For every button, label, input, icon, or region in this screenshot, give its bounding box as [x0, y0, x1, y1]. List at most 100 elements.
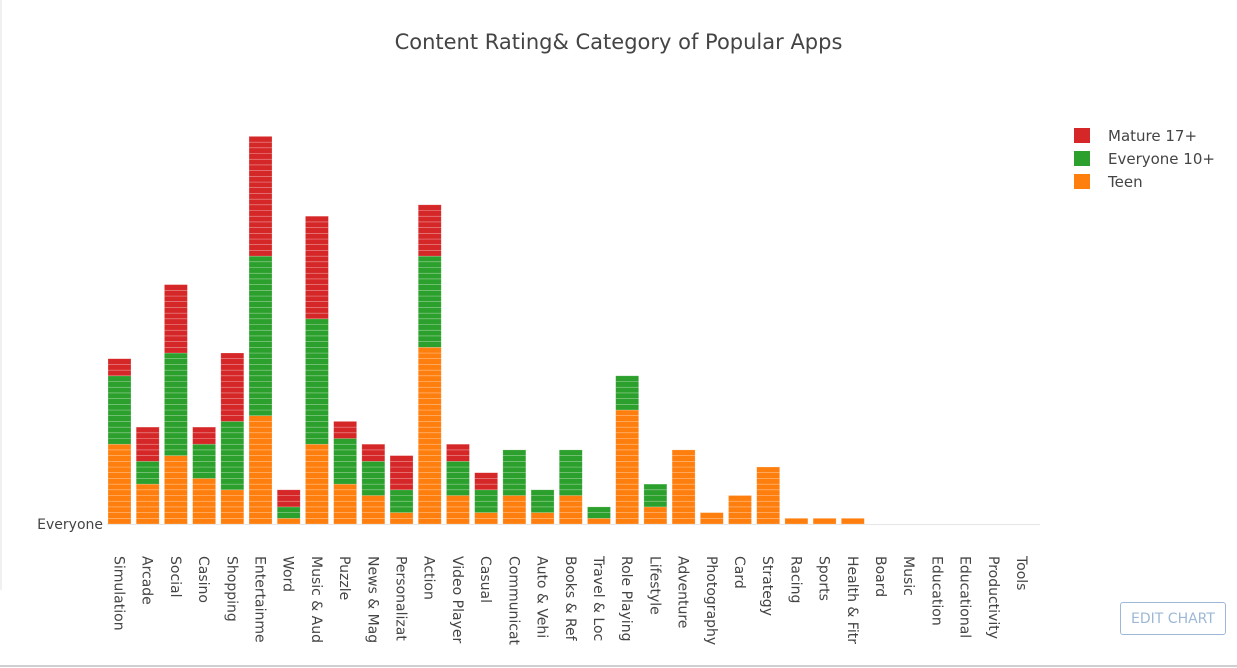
bar-segment-everyone-10-[interactable]: [417, 289, 442, 297]
bar-segment-everyone-10-[interactable]: [305, 438, 329, 445]
bar-segment-everyone-10-[interactable]: [107, 438, 132, 445]
bar-segment-teen[interactable]: [417, 449, 442, 456]
bar-segment-mature-17-[interactable]: [248, 233, 273, 240]
bar-segment-teen[interactable]: [164, 483, 188, 491]
bar-segment-teen[interactable]: [417, 495, 442, 502]
bar-segment-everyone-10-[interactable]: [220, 426, 245, 434]
bar-segment-teen[interactable]: [671, 495, 696, 502]
bar-segment-everyone-10-[interactable]: [305, 398, 329, 405]
bar-segment-everyone-10-[interactable]: [305, 364, 329, 371]
bar-segment-mature-17-[interactable]: [474, 472, 498, 479]
bar-segment-everyone-10-[interactable]: [135, 478, 160, 485]
bar-segment-everyone-10-[interactable]: [615, 381, 639, 388]
bar-segment-teen[interactable]: [417, 455, 442, 462]
bar-segment-everyone-10-[interactable]: [248, 284, 273, 291]
legend-item[interactable]: Mature 17+: [1074, 124, 1215, 147]
bar-segment-everyone-10-[interactable]: [502, 466, 527, 473]
bar-segment-teen[interactable]: [615, 460, 639, 468]
bar-segment-everyone-10-[interactable]: [417, 312, 442, 320]
bar-segment-teen[interactable]: [192, 506, 216, 513]
bar-segment-everyone-10-[interactable]: [643, 489, 668, 496]
bar-segment-everyone-10-[interactable]: [305, 392, 329, 399]
bar-segment-everyone-10-[interactable]: [248, 301, 273, 308]
bar-segment-teen[interactable]: [361, 506, 386, 513]
bar-segment-teen[interactable]: [558, 500, 583, 508]
bar-segment-everyone-10-[interactable]: [164, 415, 188, 422]
bar-segment-mature-17-[interactable]: [164, 307, 188, 314]
bar-segment-everyone-10-[interactable]: [164, 392, 188, 399]
bar-segment-teen[interactable]: [615, 466, 639, 473]
bar-segment-teen[interactable]: [276, 517, 301, 525]
bar-segment-teen[interactable]: [248, 455, 273, 462]
bar-segment-everyone-10-[interactable]: [107, 432, 132, 439]
bar-segment-everyone-10-[interactable]: [530, 506, 555, 513]
bar-segment-mature-17-[interactable]: [389, 455, 414, 462]
bar-segment-teen[interactable]: [164, 460, 188, 468]
bar-segment-everyone-10-[interactable]: [305, 381, 329, 388]
bar-segment-everyone-10-[interactable]: [502, 472, 527, 479]
bar-segment-teen[interactable]: [530, 517, 555, 525]
bar-segment-teen[interactable]: [135, 483, 160, 491]
bar-segment-everyone-10-[interactable]: [305, 358, 329, 365]
bar-segment-teen[interactable]: [192, 495, 216, 502]
bar-segment-everyone-10-[interactable]: [502, 483, 527, 491]
bar-segment-teen[interactable]: [615, 512, 639, 519]
bar-segment-mature-17-[interactable]: [305, 267, 329, 274]
bar-segment-teen[interactable]: [615, 426, 639, 434]
bar-segment-everyone-10-[interactable]: [474, 506, 498, 513]
bar-segment-teen[interactable]: [248, 432, 273, 439]
bar-segment-teen[interactable]: [248, 489, 273, 496]
bar-segment-mature-17-[interactable]: [305, 244, 329, 251]
bar-segment-everyone-10-[interactable]: [502, 455, 527, 462]
bar-segment-teen[interactable]: [417, 443, 442, 451]
bar-segment-mature-17-[interactable]: [305, 238, 329, 245]
bar-segment-everyone-10-[interactable]: [135, 460, 160, 468]
bar-segment-teen[interactable]: [305, 478, 329, 485]
bar-segment-teen[interactable]: [502, 506, 527, 513]
bar-segment-teen[interactable]: [417, 483, 442, 491]
bar-segment-mature-17-[interactable]: [248, 244, 273, 251]
bar-segment-everyone-10-[interactable]: [164, 352, 188, 359]
bar-segment-teen[interactable]: [699, 517, 724, 525]
bar-segment-mature-17-[interactable]: [220, 403, 245, 411]
bar-segment-mature-17-[interactable]: [417, 233, 442, 240]
bar-segment-teen[interactable]: [728, 512, 752, 519]
bar-segment-mature-17-[interactable]: [248, 193, 273, 200]
bar-segment-everyone-10-[interactable]: [135, 472, 160, 479]
bar-segment-everyone-10-[interactable]: [248, 324, 273, 331]
bar-segment-mature-17-[interactable]: [305, 289, 329, 297]
bar-segment-teen[interactable]: [671, 478, 696, 485]
bar-segment-mature-17-[interactable]: [276, 489, 301, 496]
bar-segment-everyone-10-[interactable]: [248, 369, 273, 377]
bar-segment-teen[interactable]: [417, 438, 442, 445]
bar-segment-teen[interactable]: [361, 500, 386, 508]
bar-segment-everyone-10-[interactable]: [107, 392, 132, 399]
bar-segment-teen[interactable]: [417, 506, 442, 513]
bar-segment-teen[interactable]: [305, 455, 329, 462]
bar-segment-everyone-10-[interactable]: [417, 278, 442, 285]
bar-segment-teen[interactable]: [107, 472, 132, 479]
bar-segment-teen[interactable]: [333, 495, 357, 502]
bar-segment-everyone-10-[interactable]: [446, 478, 470, 485]
bar-segment-everyone-10-[interactable]: [615, 403, 639, 411]
bar-segment-everyone-10-[interactable]: [333, 438, 357, 445]
bar-segment-everyone-10-[interactable]: [558, 489, 583, 496]
bar-segment-teen[interactable]: [417, 432, 442, 439]
bar-segment-teen[interactable]: [671, 460, 696, 468]
bar-segment-teen[interactable]: [333, 517, 357, 525]
bar-segment-teen[interactable]: [417, 346, 442, 354]
bar-segment-teen[interactable]: [248, 460, 273, 468]
bar-segment-teen[interactable]: [417, 512, 442, 519]
bar-segment-everyone-10-[interactable]: [417, 341, 442, 348]
bar-segment-teen[interactable]: [192, 478, 216, 485]
bar-segment-mature-17-[interactable]: [248, 147, 273, 154]
bar-segment-mature-17-[interactable]: [389, 483, 414, 491]
bar-segment-teen[interactable]: [558, 517, 583, 525]
bar-segment-mature-17-[interactable]: [164, 284, 188, 291]
bar-segment-teen[interactable]: [164, 455, 188, 462]
bar-segment-everyone-10-[interactable]: [615, 386, 639, 394]
bar-segment-mature-17-[interactable]: [220, 386, 245, 394]
bar-segment-mature-17-[interactable]: [305, 284, 329, 291]
bar-segment-everyone-10-[interactable]: [248, 409, 273, 416]
bar-segment-teen[interactable]: [587, 517, 611, 525]
